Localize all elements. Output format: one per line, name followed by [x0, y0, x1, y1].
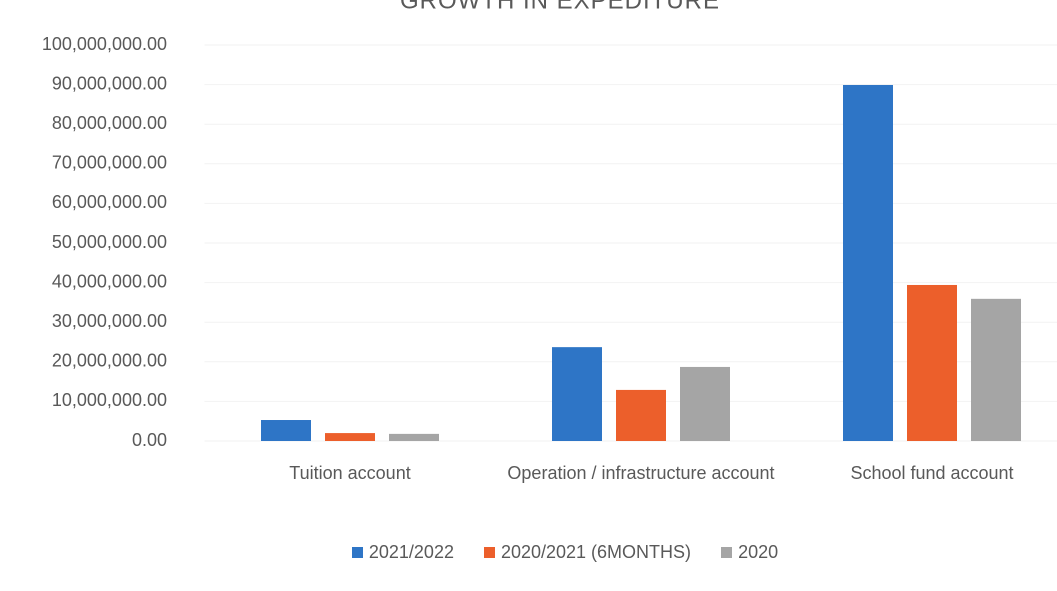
x-tick-label: School fund account: [850, 463, 1014, 483]
legend-label: 2020/2021 (6MONTHS): [500, 542, 692, 562]
bar: [680, 366, 730, 441]
bar: [843, 84, 893, 441]
y-tick-label: 60,000,000.00: [52, 192, 167, 212]
legend-label: 2020: [738, 542, 779, 562]
x-tick-label: Tuition account: [289, 463, 411, 483]
bar: [616, 389, 666, 441]
bar: [389, 433, 439, 441]
legend-item: 2021/2022: [351, 542, 454, 563]
legend-swatch: [351, 547, 363, 558]
legend-swatch: [721, 547, 733, 558]
y-tick-label: 20,000,000.00: [52, 351, 167, 371]
chart-title: GROWTH IN EXPEDITURE: [400, 0, 720, 14]
y-tick-label: 100,000,000.00: [42, 34, 167, 54]
legend-swatch: [483, 547, 495, 558]
y-tick-label: 70,000,000.00: [52, 153, 167, 173]
y-tick-label: 90,000,000.00: [52, 73, 167, 93]
bar: [261, 420, 311, 441]
x-tick-label: Operation / infrastructure account: [507, 463, 775, 483]
y-tick-label: 80,000,000.00: [52, 113, 167, 133]
y-tick-label: 30,000,000.00: [52, 311, 167, 331]
y-tick-label: 50,000,000.00: [52, 232, 167, 252]
legend: 2021/2022 2020/2021 (6MONTHS) 2020: [0, 542, 1057, 563]
legend-label: 2021/2022: [368, 542, 454, 562]
bar: [907, 284, 957, 441]
bar: [971, 298, 1021, 441]
legend-item: 2020/2021 (6MONTHS): [483, 542, 692, 563]
y-tick-label: 10,000,000.00: [52, 390, 167, 410]
legend-item: 2020: [721, 542, 778, 563]
y-tick-label: 40,000,000.00: [52, 271, 167, 291]
y-tick-label: 0.00: [132, 430, 167, 450]
bar: [552, 347, 602, 441]
bar: [325, 433, 375, 441]
